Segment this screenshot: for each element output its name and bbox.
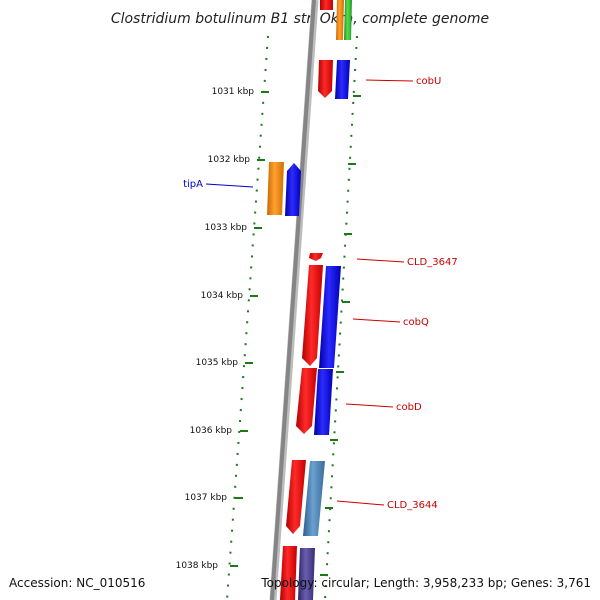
- cds-top-red[interactable]: [320, 0, 333, 10]
- gene-cobU[interactable]: [318, 60, 350, 99]
- gene-label-cobU[interactable]: cobU: [416, 76, 441, 87]
- kbp-label: 1033 kbp: [205, 223, 248, 233]
- gene-CLD_3644[interactable]: [286, 460, 325, 536]
- cds-blue-arrow[interactable]: [285, 163, 301, 216]
- cds-bottom-purple[interactable]: [298, 548, 315, 600]
- genome-summary: Topology: circular; Length: 3,958,233 bp…: [260, 576, 591, 590]
- gene-tipA[interactable]: [267, 162, 301, 216]
- cds-orange-block[interactable]: [267, 162, 284, 215]
- gene-bottom-partials[interactable]: [280, 546, 315, 600]
- cds-bottom-red[interactable]: [280, 546, 297, 600]
- cds-blue-block[interactable]: [314, 369, 333, 435]
- cds-red-arrow[interactable]: [302, 265, 323, 366]
- cds-top-orange[interactable]: [336, 0, 344, 40]
- kbp-label: 1038 kbp: [176, 561, 219, 571]
- gene-label-CLD_3647[interactable]: CLD_3647: [407, 257, 458, 268]
- kbp-scale: 1031 kbp 1032 kbp 1033 kbp 1034 kbp 1035…: [176, 87, 269, 571]
- map-title: Clostridium botulinum B1 str. Okra, comp…: [111, 11, 489, 27]
- accession-label: Accession: NC_010516: [9, 576, 145, 590]
- gene-cobQ[interactable]: [302, 265, 341, 368]
- gene-cobD[interactable]: [296, 368, 333, 435]
- gene-label-cobD[interactable]: cobD: [396, 402, 422, 413]
- kbp-label: 1036 kbp: [190, 426, 233, 436]
- cds-red-arrow[interactable]: [296, 368, 317, 434]
- gene-CLD_3647[interactable]: [309, 253, 323, 261]
- cds-blue-block[interactable]: [319, 266, 341, 368]
- gene-label-cobQ[interactable]: cobQ: [403, 317, 429, 328]
- gene-top-partials[interactable]: [320, 0, 352, 40]
- kbp-label: 1034 kbp: [201, 291, 244, 301]
- kbp-label: 1031 kbp: [212, 87, 255, 97]
- kbp-label: 1032 kbp: [208, 155, 251, 165]
- cds-steel-block[interactable]: [303, 461, 325, 536]
- kbp-label: 1035 kbp: [196, 358, 239, 368]
- genome-backbone: [270, 0, 316, 600]
- cds-red-arrow[interactable]: [318, 60, 333, 98]
- label-connectors: [205, 79, 414, 506]
- cds-red-arrow[interactable]: [286, 460, 306, 534]
- gene-label-CLD_3644[interactable]: CLD_3644: [387, 500, 438, 511]
- cds-top-green[interactable]: [344, 0, 352, 40]
- cds-blue-block[interactable]: [335, 60, 350, 99]
- kbp-label: 1037 kbp: [185, 493, 228, 503]
- inner-ring-ticks: [320, 95, 361, 576]
- gene-label-tipA[interactable]: tipA: [183, 179, 203, 190]
- outer-dotted-ring: [226, 35, 269, 600]
